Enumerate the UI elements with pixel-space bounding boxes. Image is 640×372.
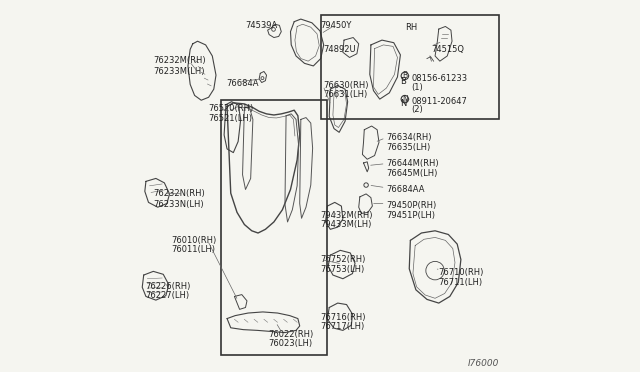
Text: 76233M(LH): 76233M(LH) <box>154 67 205 76</box>
Text: 76227(LH): 76227(LH) <box>145 291 189 300</box>
Text: RH: RH <box>405 23 417 32</box>
Text: B: B <box>403 71 408 80</box>
Text: 76645M(LH): 76645M(LH) <box>387 169 438 178</box>
Text: 76630(RH): 76630(RH) <box>323 81 369 90</box>
Text: 76717(LH): 76717(LH) <box>321 322 365 331</box>
Text: 08911-20647: 08911-20647 <box>412 97 467 106</box>
Text: 76520(RH): 76520(RH) <box>209 104 254 113</box>
Text: 79433M(LH): 79433M(LH) <box>321 221 372 230</box>
Text: 76232M(RH): 76232M(RH) <box>154 56 206 65</box>
Text: 76023(LH): 76023(LH) <box>268 339 312 348</box>
Text: 76684AA: 76684AA <box>387 185 425 194</box>
Text: 76022(RH): 76022(RH) <box>268 330 314 339</box>
Text: B: B <box>401 77 406 86</box>
Text: 76634(RH): 76634(RH) <box>387 134 432 142</box>
Text: N: N <box>401 99 407 108</box>
Text: 76631(LH): 76631(LH) <box>323 90 367 99</box>
Text: 76226(RH): 76226(RH) <box>145 282 190 291</box>
Bar <box>321 15 499 119</box>
Text: 74892U: 74892U <box>323 45 356 54</box>
Text: 74539A: 74539A <box>246 20 278 29</box>
Text: I76000: I76000 <box>467 359 499 368</box>
Text: 79450Y: 79450Y <box>320 20 351 29</box>
Text: 76233N(LH): 76233N(LH) <box>154 200 204 209</box>
Text: 76010(RH): 76010(RH) <box>172 235 217 244</box>
Text: 08156-61233: 08156-61233 <box>412 74 468 83</box>
Text: 79450P(RH): 79450P(RH) <box>387 201 436 210</box>
Text: (1): (1) <box>412 83 423 92</box>
Text: 76716(RH): 76716(RH) <box>321 313 366 322</box>
Text: 76753(LH): 76753(LH) <box>321 265 365 274</box>
Text: 76635(LH): 76635(LH) <box>387 143 431 152</box>
Bar <box>221 100 328 356</box>
Text: 76752(RH): 76752(RH) <box>321 255 366 264</box>
Text: 74515Q: 74515Q <box>431 45 465 54</box>
Text: 76521(LH): 76521(LH) <box>209 114 253 123</box>
Text: 76644M(RH): 76644M(RH) <box>387 159 439 168</box>
Text: 76684A: 76684A <box>226 79 259 88</box>
Text: 79451P(LH): 79451P(LH) <box>387 211 435 220</box>
Text: 76011(LH): 76011(LH) <box>172 245 216 254</box>
Text: 76232N(RH): 76232N(RH) <box>154 189 205 199</box>
Text: N: N <box>402 94 408 104</box>
Text: 76710(RH): 76710(RH) <box>439 269 484 278</box>
Text: (2): (2) <box>412 105 423 115</box>
Text: 76711(LH): 76711(LH) <box>439 278 483 287</box>
Text: 79432M(RH): 79432M(RH) <box>321 211 373 220</box>
